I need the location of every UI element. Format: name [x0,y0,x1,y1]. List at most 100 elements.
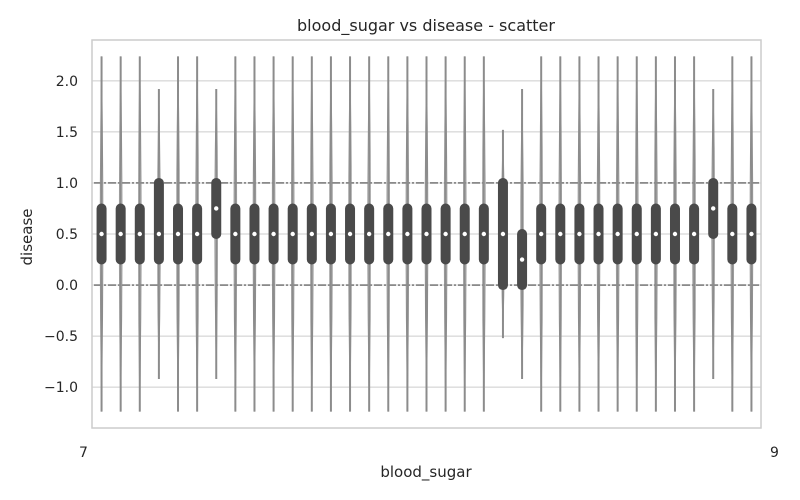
violin-median [347,231,353,237]
violin-body [634,56,639,412]
violin-median [252,231,257,237]
violin-median [271,231,276,237]
violin-body [348,56,352,412]
violin [287,56,298,412]
violin-median [137,231,142,237]
violin-median [233,231,238,237]
violin-median [538,231,544,237]
violin-body [118,56,123,412]
violin-body [176,56,180,412]
violin [689,56,700,412]
violin [211,89,222,379]
violin-group [96,56,757,412]
violin [115,56,126,412]
violin-body [252,56,257,412]
violin [192,56,203,412]
y-tick-labels: −1.0 −0.5 0.0 0.5 1.0 1.5 2.0 [44,74,78,396]
violin-median [519,257,525,262]
violin-median [214,206,219,211]
violin-body [520,89,524,379]
violin [153,89,164,379]
violin-body [711,89,716,379]
violin-median [328,231,334,237]
violin-median [500,231,506,237]
violin [746,56,757,412]
violin-median [653,231,659,237]
violin-median [691,231,697,237]
violin-body [386,56,391,412]
y-tick-label: 1.5 [56,125,78,141]
violin-body [596,56,601,412]
violin-body [405,56,410,412]
violin-median [309,231,315,237]
violin [478,56,489,412]
violin-median [711,206,716,211]
violin [555,56,566,412]
violin-median [481,231,487,237]
violin-median [175,231,181,237]
violin-body [749,56,754,412]
violin [536,56,547,412]
violin [612,56,623,412]
violin [421,56,432,412]
violin-median [634,231,639,237]
violin-median [615,231,620,237]
violin-body [673,56,677,412]
violin-median [558,231,563,237]
violin-body [443,56,448,412]
violin-body [424,56,429,412]
violin [459,56,470,412]
y-tick-label: 0.0 [56,278,78,294]
violin-median [386,231,391,237]
chart-title: blood_sugar vs disease - scatter [297,16,555,36]
x-tick-label-first: 7 [79,445,88,461]
violin-body [290,56,295,412]
violin-body [577,56,582,412]
violin [306,56,317,412]
y-tick-label: −0.5 [44,329,78,345]
y-tick-label: −1.0 [44,380,78,396]
violin [249,56,260,412]
violin [727,56,738,412]
violin [364,56,375,412]
violin-body [692,56,696,412]
violin [96,56,107,412]
violin [517,89,528,379]
violin-body [367,56,371,412]
violin-median [405,231,410,237]
violin-body [558,56,563,412]
violin-body [539,56,543,412]
violin-median [596,231,601,237]
violin-median [672,231,678,237]
violin-median [366,231,372,237]
violin [173,56,184,412]
violin [440,56,451,412]
violin-median [462,231,467,237]
plot-frame [91,39,762,429]
violin-median [290,231,295,237]
y-axis-label: disease [18,209,36,266]
violin-body [310,56,314,412]
violin-median [749,231,754,237]
violin-body [195,56,199,412]
violin [669,56,680,412]
violin [497,129,508,339]
violin-body [730,56,735,412]
violin-median [99,231,104,237]
violin-body [233,56,238,412]
violin [134,56,145,412]
violin-median [443,231,448,237]
violin-body [99,56,104,412]
violin-median [424,231,429,237]
violin-body [329,56,333,412]
violin [383,56,394,412]
violin-body [137,56,142,412]
y-tick-label: 2.0 [56,74,78,90]
violin-body [615,56,620,412]
violin-median [194,231,200,237]
x-axis-label: blood_sugar [380,463,472,482]
violin [230,56,241,412]
violin [574,56,585,412]
violin-body [271,56,276,412]
violin-body [654,56,658,412]
